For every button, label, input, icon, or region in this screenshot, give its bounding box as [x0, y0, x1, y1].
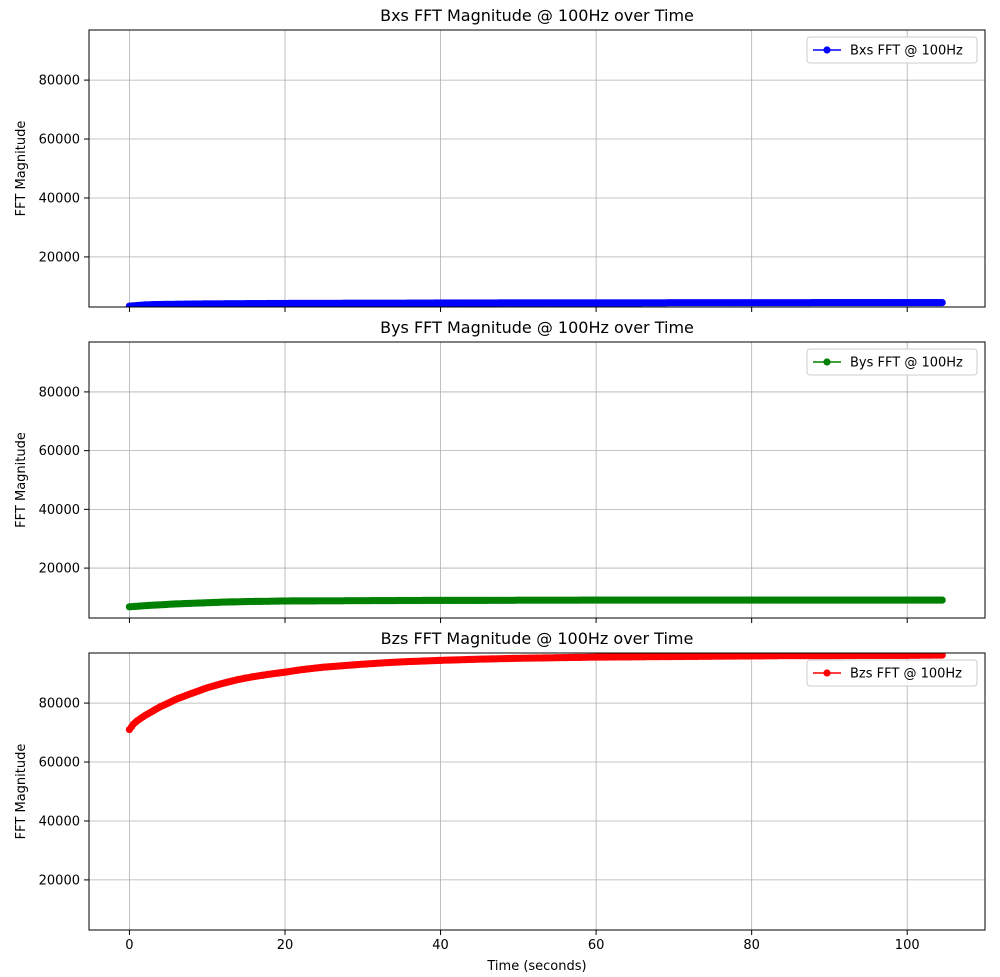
y-tick-label: 60000 [39, 133, 80, 148]
x-tick-label: 0 [125, 938, 133, 953]
plot-frame [88, 652, 986, 931]
y-tick-label: 80000 [39, 385, 80, 400]
legend-marker [823, 46, 831, 54]
y-axis-label: FFT Magnitude [14, 432, 29, 528]
legend: Bzs FFT @ 100Hz [806, 659, 978, 687]
plot-frame [88, 341, 986, 619]
legend: Bys FFT @ 100Hz [806, 348, 978, 376]
plot-frame [88, 29, 986, 308]
legend-marker [823, 358, 831, 366]
y-tick-label: 20000 [39, 873, 80, 888]
y-tick-label: 40000 [39, 814, 80, 829]
data-point [938, 653, 946, 659]
legend-label: Bys FFT @ 100Hz [850, 356, 963, 371]
chart-panel-3: Bzs FFT Magnitude @ 100Hz over Time 0 20 40… [14, 629, 986, 974]
y-axis-label: FFT Magnitude [14, 121, 29, 217]
y-tick-label: 60000 [39, 444, 80, 459]
y-tick-label: 40000 [39, 503, 80, 518]
y-tick-label: 60000 [39, 756, 80, 771]
x-tick-label: 20 [277, 938, 294, 953]
legend-marker [823, 669, 831, 677]
chart-title: Bxs FFT Magnitude @ 100Hz over Time [380, 6, 694, 25]
legend-label: Bxs FFT @ 100Hz [850, 44, 963, 59]
y-tick-label: 20000 [39, 250, 80, 265]
y-tick-label: 40000 [39, 191, 80, 206]
legend-box [806, 659, 978, 687]
legend-box [806, 348, 978, 376]
legend-label: Bzs FFT @ 100Hz [850, 667, 962, 682]
x-tick-label: 40 [432, 938, 449, 953]
x-tick-label: 60 [588, 938, 605, 953]
chart-title: Bzs FFT Magnitude @ 100Hz over Time [381, 629, 694, 648]
y-axis-label: FFT Magnitude [14, 744, 29, 840]
x-tick-label: 80 [743, 938, 760, 953]
series-1 [125, 299, 946, 307]
legend-box [806, 36, 978, 64]
legend: Bxs FFT @ 100Hz [806, 36, 978, 64]
y-tick-label: 80000 [39, 74, 80, 89]
data-point [938, 299, 946, 307]
chart-panel-2: Bys FFT Magnitude @ 100Hz over Time 20000… [14, 318, 986, 623]
x-axis-label: Time (seconds) [486, 959, 586, 974]
series-1 [125, 653, 946, 734]
x-tick-label: 100 [895, 938, 920, 953]
data-point [938, 596, 946, 604]
chart-panel-1: Bxs FFT Magnitude @ 100Hz over Time 20000… [14, 6, 986, 312]
y-tick-label: 80000 [39, 697, 80, 712]
y-tick-label: 20000 [39, 562, 80, 577]
series-1 [125, 596, 946, 611]
chart-title: Bys FFT Magnitude @ 100Hz over Time [380, 318, 694, 337]
